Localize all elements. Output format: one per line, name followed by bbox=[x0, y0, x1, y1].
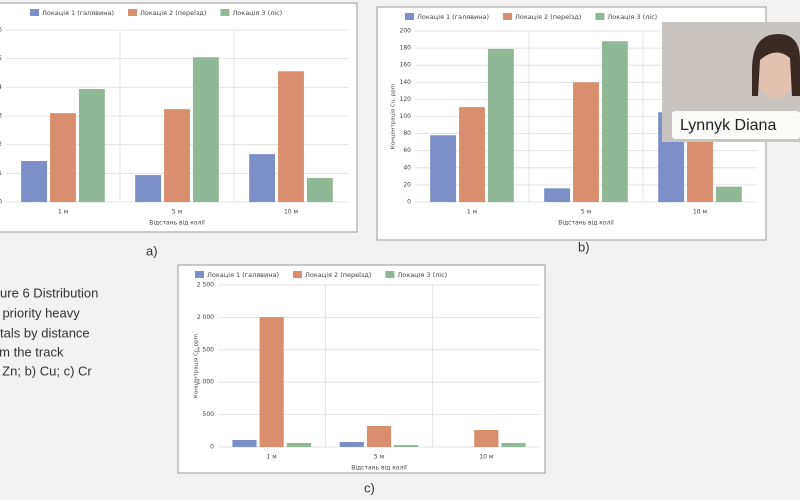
legend-swatch bbox=[128, 9, 138, 16]
legend-label: Локація 1 (галявина) bbox=[417, 13, 489, 21]
y-tick-label: 20 bbox=[403, 181, 411, 188]
legend-swatch bbox=[220, 9, 230, 16]
x-tick-label: 5 м bbox=[172, 209, 182, 216]
legend-label: Локація 1 (галявина) bbox=[42, 9, 114, 17]
legend-label: Локація 3 (ліс) bbox=[607, 13, 657, 21]
bar bbox=[501, 442, 526, 447]
bar bbox=[278, 71, 304, 202]
caption-line: Figure 6 Distribution bbox=[0, 285, 98, 300]
bar bbox=[601, 41, 628, 203]
y-tick-label: 0 bbox=[407, 199, 411, 206]
y-tick-label: 0 bbox=[0, 199, 2, 206]
x-axis-title: Відстань від колії bbox=[351, 465, 407, 472]
bar bbox=[21, 161, 48, 202]
legend-swatch bbox=[293, 271, 303, 278]
y-tick-label: 180 bbox=[400, 45, 412, 52]
legend-swatch bbox=[385, 271, 395, 278]
legend-label: Локація 2 (переїзд) bbox=[305, 271, 371, 279]
bar bbox=[306, 177, 333, 202]
bar bbox=[487, 48, 514, 202]
bar bbox=[259, 317, 284, 447]
bar bbox=[164, 109, 190, 202]
legend-swatch bbox=[503, 13, 513, 20]
y-tick-label: 0 bbox=[210, 444, 214, 451]
panel-label: a) bbox=[146, 243, 158, 258]
caption-line: from the track bbox=[0, 344, 64, 359]
x-tick-label: 5 м bbox=[374, 454, 384, 461]
y-tick-label: 4 bbox=[0, 84, 2, 91]
x-tick-label: 10 м bbox=[693, 209, 707, 216]
x-tick-label: 1 м bbox=[267, 454, 277, 461]
y-tick-label: 120 bbox=[400, 96, 412, 103]
x-tick-label: 5 м bbox=[581, 209, 591, 216]
y-tick-label: 200 bbox=[400, 28, 412, 35]
caption-line: metals by distance bbox=[0, 325, 90, 340]
bar bbox=[232, 440, 257, 447]
legend-label: Локація 3 (ліс) bbox=[397, 271, 447, 279]
caption-line: a) Zn; b) Cu; c) Cr bbox=[0, 363, 92, 378]
y-tick-label: 6 bbox=[0, 27, 2, 34]
legend-swatch bbox=[195, 271, 204, 278]
y-tick-label: 40 bbox=[403, 164, 411, 171]
x-tick-label: 10 м bbox=[284, 209, 298, 216]
bar bbox=[78, 89, 105, 202]
bar bbox=[50, 113, 76, 202]
x-axis-title: Відстань від колії bbox=[558, 220, 614, 227]
bar bbox=[573, 82, 599, 202]
bar bbox=[366, 426, 392, 447]
legend-label: Локація 1 (галявина) bbox=[207, 271, 279, 279]
legend-label: Локація 2 (переїзд) bbox=[140, 9, 206, 17]
legend-label: Локація 2 (переїзд) bbox=[515, 13, 581, 21]
bar bbox=[249, 154, 276, 202]
legend-swatch bbox=[405, 13, 414, 20]
panel-label: b) bbox=[578, 239, 590, 254]
y-tick-label: 100 bbox=[400, 113, 412, 120]
y-axis-title: Концентрація Cr, ppm bbox=[194, 334, 200, 398]
y-tick-label: 80 bbox=[403, 130, 411, 137]
bar bbox=[394, 445, 419, 447]
y-tick-label: 160 bbox=[400, 62, 412, 69]
name-badge bbox=[672, 111, 800, 139]
y-axis-title: Концентрація Cu, ppm bbox=[391, 84, 397, 149]
bar bbox=[544, 188, 571, 202]
participant-name: Lynnyk Diana bbox=[680, 117, 776, 134]
y-tick-label: 2 bbox=[0, 141, 2, 148]
bar bbox=[192, 57, 219, 202]
legend-swatch bbox=[30, 9, 39, 16]
x-tick-label: 1 м bbox=[58, 209, 68, 216]
x-tick-label: 1 м bbox=[467, 209, 477, 216]
y-tick-label: 3 bbox=[0, 113, 2, 120]
y-tick-label: 1 bbox=[0, 170, 2, 177]
y-tick-label: 60 bbox=[403, 147, 411, 154]
bar bbox=[339, 442, 364, 447]
y-tick-label: 140 bbox=[400, 79, 412, 86]
x-tick-label: 10 м bbox=[479, 454, 493, 461]
legend-swatch bbox=[595, 13, 605, 20]
participant-hair bbox=[752, 34, 800, 96]
y-tick-label: 1 500 bbox=[197, 346, 214, 353]
bar bbox=[135, 175, 162, 202]
y-tick-label: 5 bbox=[0, 55, 2, 62]
panel-label: c) bbox=[364, 480, 375, 495]
caption-line: of priority heavy bbox=[0, 305, 80, 320]
y-tick-label: 1 000 bbox=[197, 379, 214, 386]
bar bbox=[474, 430, 499, 447]
y-tick-label: 2 500 bbox=[197, 282, 214, 289]
bar bbox=[715, 186, 742, 202]
x-axis-title: Відстань від колії bbox=[149, 220, 205, 227]
y-tick-label: 2 000 bbox=[197, 314, 214, 321]
bar bbox=[459, 107, 485, 202]
bar bbox=[286, 442, 311, 447]
legend-label: Локація 3 (ліс) bbox=[232, 9, 282, 17]
bar bbox=[430, 135, 457, 202]
y-tick-label: 500 bbox=[203, 411, 215, 418]
